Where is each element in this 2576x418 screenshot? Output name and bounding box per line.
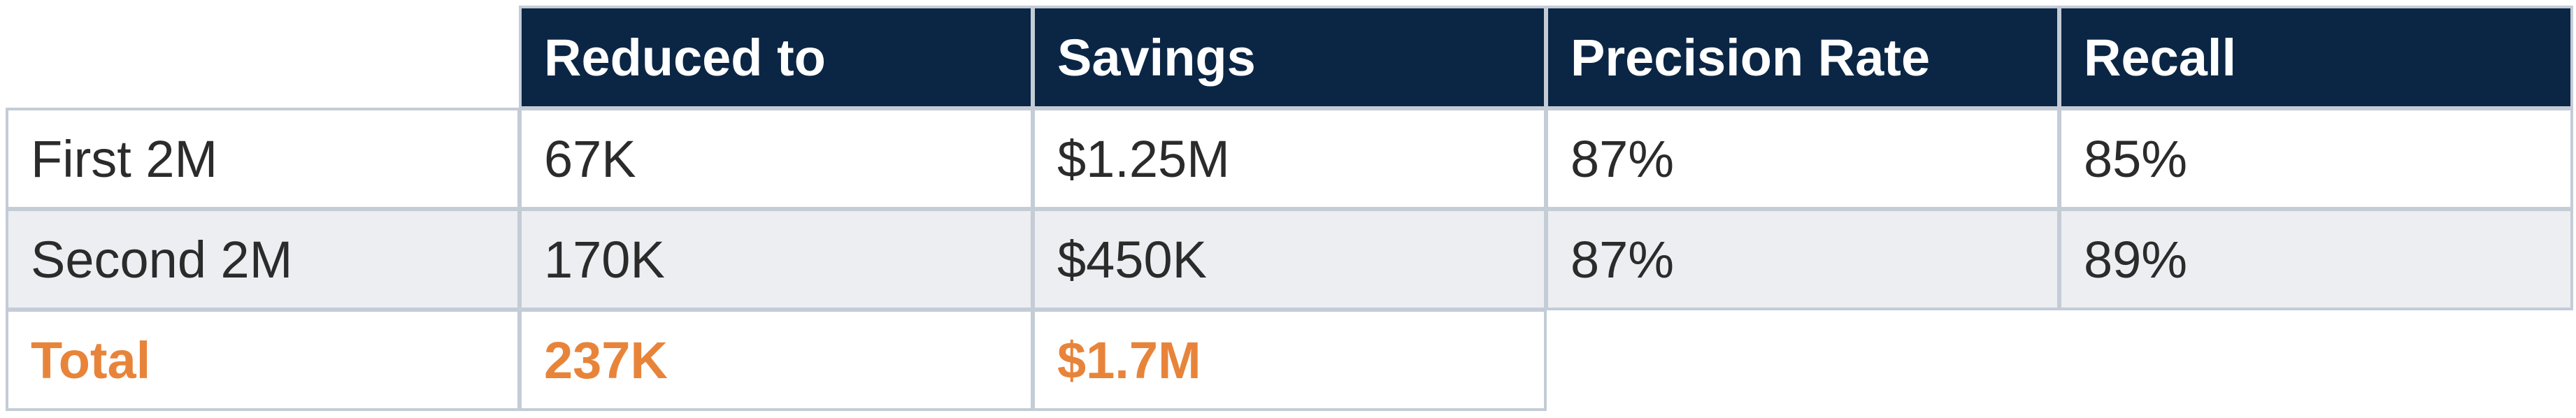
row-label-second-2m: Second 2M	[6, 208, 520, 310]
cell-second-2m-recall: 89%	[2059, 208, 2573, 310]
cell-total-savings: $1.7M	[1032, 309, 1547, 411]
cell-second-2m-savings: $450K	[1032, 208, 1547, 310]
header-recall: Recall	[2059, 6, 2573, 109]
cell-second-2m-precision-rate: 87%	[1545, 208, 2060, 310]
cell-total-reduced-to: 237K	[519, 309, 1033, 411]
cell-second-2m-reduced-to: 170K	[519, 208, 1033, 310]
header-precision-rate: Precision Rate	[1545, 6, 2060, 109]
cell-first-2m-savings: $1.25M	[1032, 108, 1547, 210]
cell-first-2m-precision-rate: 87%	[1545, 108, 2060, 210]
header-savings: Savings	[1032, 6, 1547, 109]
header-reduced-to: Reduced to	[519, 6, 1033, 109]
row-label-first-2m: First 2M	[6, 108, 520, 210]
cell-first-2m-reduced-to: 67K	[519, 108, 1033, 210]
cell-first-2m-recall: 85%	[2059, 108, 2573, 210]
row-label-total: Total	[6, 309, 520, 411]
